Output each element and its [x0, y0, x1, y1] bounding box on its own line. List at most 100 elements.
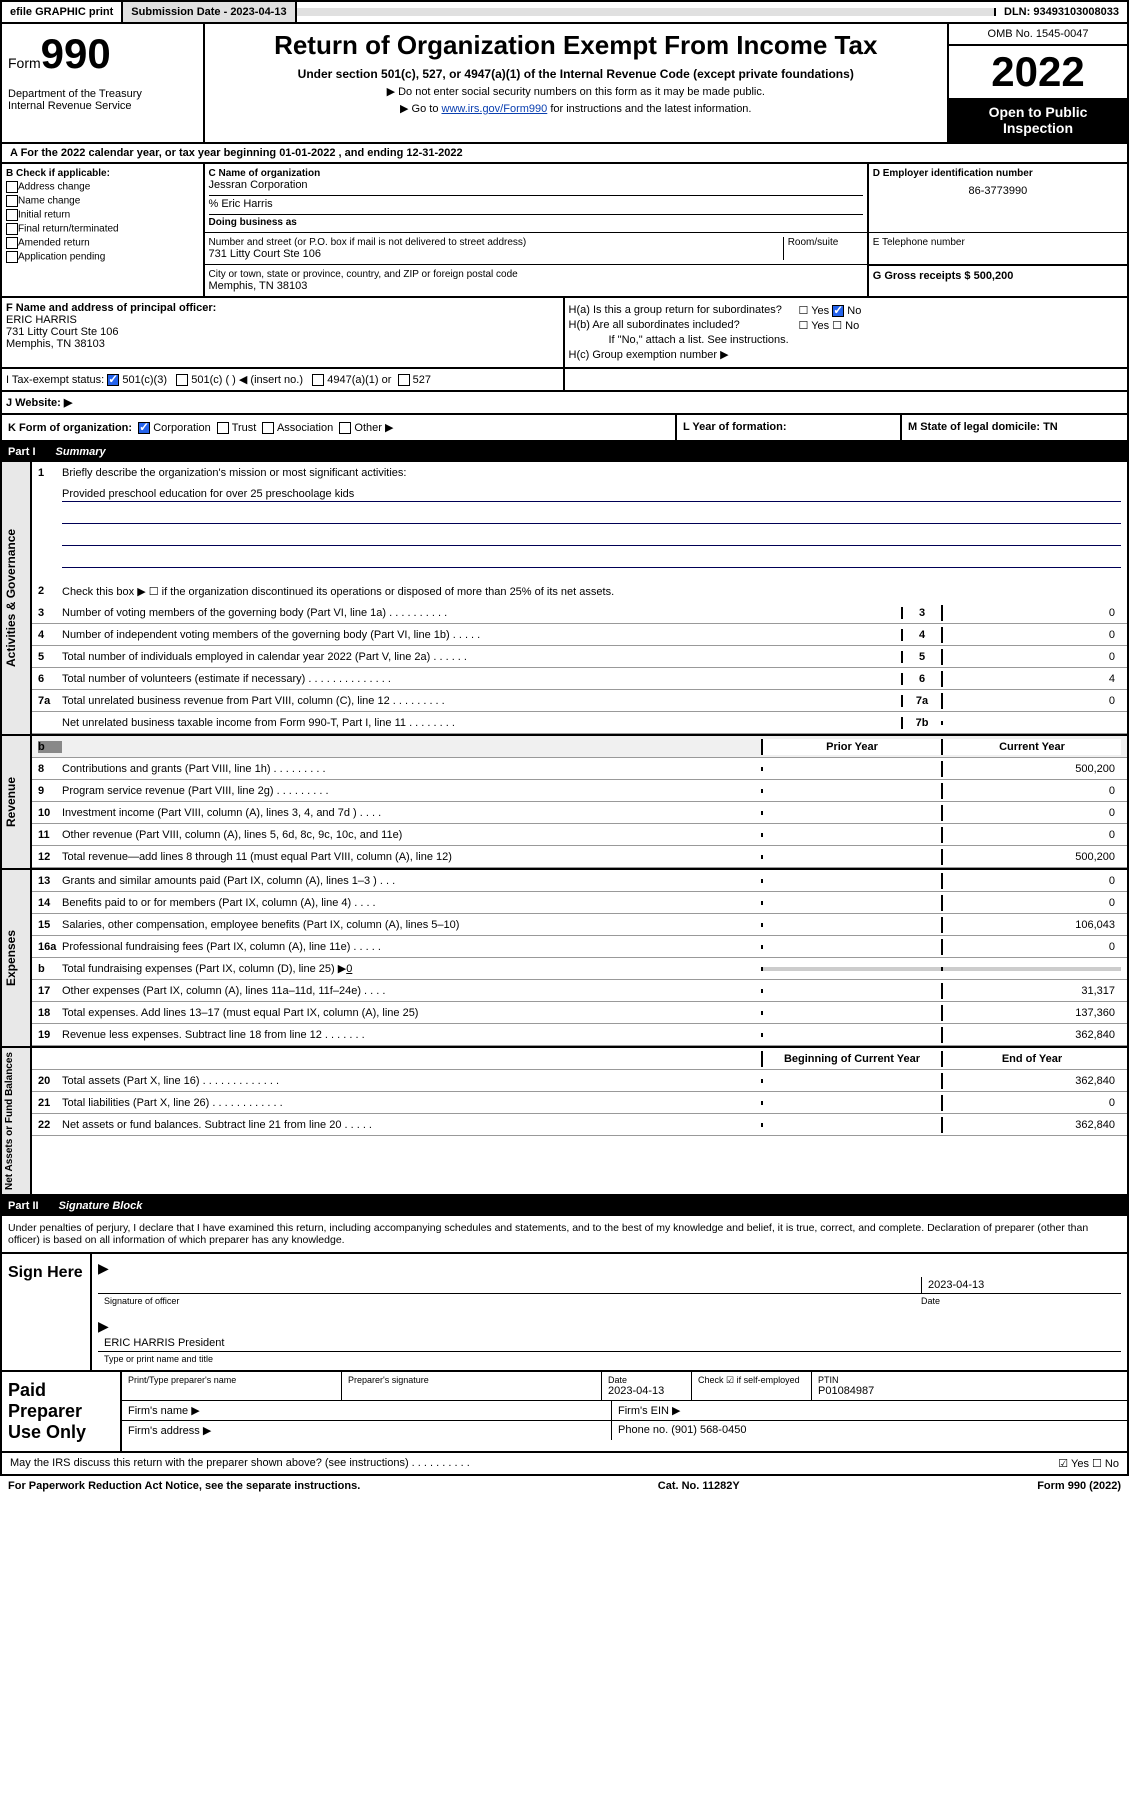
chk-527[interactable] [398, 374, 410, 386]
hdr-prior-year: Prior Year [761, 739, 941, 755]
chk-trust[interactable] [217, 422, 229, 434]
form-of-org: K Form of organization: Corporation Trus… [2, 415, 677, 440]
chk-association[interactable] [262, 422, 274, 434]
form-title: Return of Organization Exempt From Incom… [211, 30, 942, 61]
line-16a-curr: 0 [941, 939, 1121, 955]
line-1-label: Briefly describe the organization's miss… [62, 467, 1121, 479]
row-a-calendar-year: A For the 2022 calendar year, or tax yea… [0, 144, 1129, 164]
prep-date-val: 2023-04-13 [608, 1385, 685, 1397]
prep-date-label: Date [608, 1375, 685, 1385]
summary-net-assets: Net Assets or Fund Balances Beginning of… [0, 1048, 1129, 1196]
firm-ein: Firm's EIN ▶ [612, 1401, 1127, 1420]
vtab-net-assets: Net Assets or Fund Balances [2, 1048, 32, 1194]
line-16b: Total fundraising expenses (Part IX, col… [62, 962, 761, 975]
check-self-employed[interactable]: Check ☑ if self-employed [692, 1372, 812, 1400]
chk-application-pending[interactable]: Application pending [6, 251, 199, 263]
org-name: Jessran Corporation [209, 179, 863, 191]
city-block: City or town, state or province, country… [205, 265, 869, 296]
efile-label[interactable]: efile GRAPHIC print [2, 2, 123, 22]
signature-declaration: Under penalties of perjury, I declare th… [0, 1216, 1129, 1254]
hb-yes-no[interactable]: ☐ Yes ☐ No [799, 319, 860, 332]
line-22-begin [761, 1123, 941, 1127]
row-f-h: F Name and address of principal officer:… [0, 298, 1129, 369]
officer-addr1: 731 Litty Court Ste 106 [6, 326, 119, 338]
line-8: Contributions and grants (Part VIII, lin… [62, 763, 761, 775]
line-1-blank2 [62, 532, 1121, 546]
hb-label: H(b) Are all subordinates included? [569, 319, 799, 332]
tax-year: 2022 [949, 46, 1127, 98]
line-19-curr: 362,840 [941, 1027, 1121, 1043]
top-bar: efile GRAPHIC print Submission Date - 20… [0, 0, 1129, 24]
chk-4947[interactable] [312, 374, 324, 386]
chk-corporation[interactable] [138, 422, 150, 434]
line-10-prior [761, 811, 941, 815]
dln-label: DLN: 93493103008033 [996, 2, 1127, 22]
line-22-end: 362,840 [941, 1117, 1121, 1133]
line-10: Investment income (Part VIII, column (A)… [62, 807, 761, 819]
irs-link[interactable]: www.irs.gov/Form990 [442, 103, 548, 115]
sign-here-fields: ▶ 2023-04-13 Signature of officerDate ▶ … [92, 1254, 1127, 1370]
chk-501c[interactable] [176, 374, 188, 386]
addr-label: Number and street (or P.O. box if mail i… [209, 237, 783, 248]
name-title-label: Type or print name and title [98, 1354, 1121, 1364]
year-of-formation: L Year of formation: [677, 415, 902, 440]
col-h-cont [565, 369, 1128, 390]
form-number: 990 [41, 30, 111, 77]
room-suite: Room/suite [783, 237, 863, 260]
part-1-header: Part I Summary [0, 442, 1129, 462]
arrow-icon: ▶ [98, 1260, 109, 1276]
line-10-curr: 0 [941, 805, 1121, 821]
line-16a: Professional fundraising fees (Part IX, … [62, 941, 761, 953]
chk-501c3[interactable] [107, 374, 119, 386]
ha-yes-no[interactable]: ☐ Yes No [799, 304, 862, 317]
hdr-end-year: End of Year [941, 1051, 1121, 1067]
line-18: Total expenses. Add lines 13–17 (must eq… [62, 1007, 761, 1019]
line-8-curr: 500,200 [941, 761, 1121, 777]
j-label: J Website: ▶ [6, 397, 72, 409]
form-label: Form [8, 55, 41, 71]
ein-block: D Employer identification number 86-3773… [869, 164, 1127, 232]
sign-here-row: Sign Here ▶ 2023-04-13 Signature of offi… [0, 1254, 1129, 1372]
form-header: Form990 Department of the Treasury Inter… [0, 24, 1129, 144]
officer-signature-field[interactable] [98, 1277, 921, 1293]
row-k-l-m: K Form of organization: Corporation Trus… [0, 415, 1129, 442]
line-4-val: 0 [941, 627, 1121, 643]
principal-officer-block: F Name and address of principal officer:… [2, 298, 565, 367]
vtab-expenses: Expenses [2, 870, 32, 1046]
line-12-curr: 500,200 [941, 849, 1121, 865]
col-b-label: B Check if applicable: [6, 168, 110, 179]
line-11-curr: 0 [941, 827, 1121, 843]
row-i: I Tax-exempt status: 501(c)(3) 501(c) ( … [0, 369, 1129, 392]
row-j-website: J Website: ▶ [0, 392, 1129, 415]
header-right: OMB No. 1545-0047 2022 Open to Public In… [947, 24, 1127, 142]
line-17-curr: 31,317 [941, 983, 1121, 999]
chk-other[interactable] [339, 422, 351, 434]
line-7b: Net unrelated business taxable income fr… [62, 717, 901, 729]
column-b-checkboxes: B Check if applicable: Address change Na… [2, 164, 205, 296]
gross-receipts-block: G Gross receipts $ 500,200 [869, 265, 1127, 296]
group-return-block: H(a) Is this a group return for subordin… [565, 298, 1128, 367]
part-2-header: Part II Signature Block [0, 1196, 1129, 1216]
line-19: Revenue less expenses. Subtract line 18 … [62, 1029, 761, 1041]
chk-initial-return[interactable]: Initial return [6, 209, 199, 221]
may-irs-text: May the IRS discuss this return with the… [10, 1457, 1058, 1470]
chk-address-change[interactable]: Address change [6, 181, 199, 193]
chk-final-return[interactable]: Final return/terminated [6, 223, 199, 235]
line-18-curr: 137,360 [941, 1005, 1121, 1021]
vtab-revenue: Revenue [2, 736, 32, 868]
line-16a-prior [761, 945, 941, 949]
may-irs-yes-no[interactable]: ☑ Yes ☐ No [1058, 1457, 1119, 1470]
chk-name-change[interactable]: Name change [6, 195, 199, 207]
chk-amended-return[interactable]: Amended return [6, 237, 199, 249]
open-to-public: Open to Public Inspection [949, 98, 1127, 142]
line-11: Other revenue (Part VIII, column (A), li… [62, 829, 761, 841]
ptin-label: PTIN [818, 1375, 1121, 1385]
line-1-value: Provided preschool education for over 25… [62, 488, 1121, 502]
line-3: Number of voting members of the governin… [62, 607, 901, 619]
line-2: Check this box ▶ ☐ if the organization d… [62, 585, 1121, 598]
line-6-val: 4 [941, 671, 1121, 687]
sig-date: 2023-04-13 [921, 1277, 1121, 1293]
line-20: Total assets (Part X, line 16) . . . . .… [62, 1075, 761, 1087]
line-12: Total revenue—add lines 8 through 11 (mu… [62, 851, 761, 863]
note-goto-post: for instructions and the latest informat… [547, 103, 751, 115]
